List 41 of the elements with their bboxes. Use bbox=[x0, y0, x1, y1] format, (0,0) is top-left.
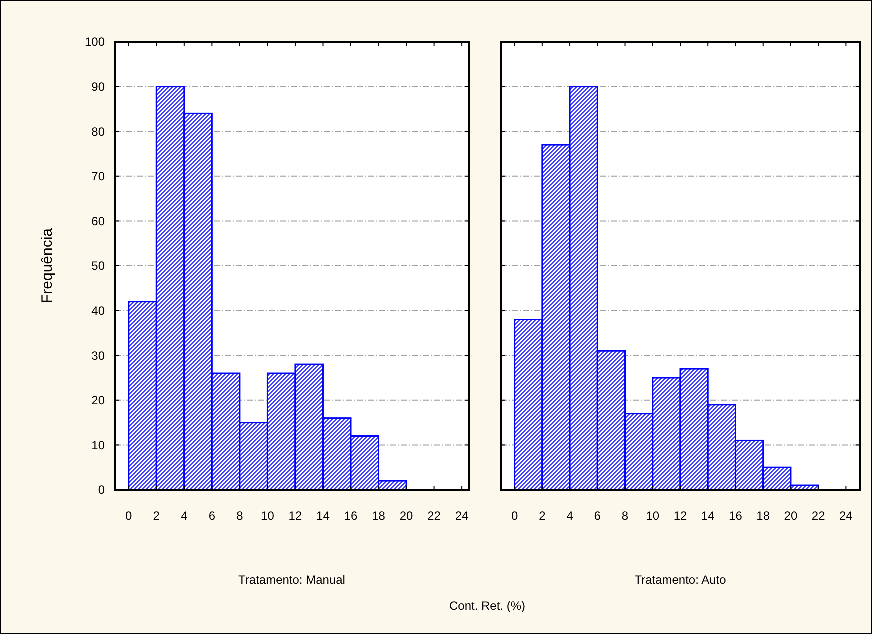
x-tick-label: 18 bbox=[756, 509, 770, 523]
x-tick-label: 14 bbox=[701, 509, 716, 523]
y-tick-label: 0 bbox=[98, 483, 106, 498]
y-tick-label: 90 bbox=[92, 80, 106, 94]
x-tick-label: 4 bbox=[566, 509, 574, 523]
x-axis-title: Tratamento: Auto bbox=[634, 573, 727, 587]
x-tick-label: 0 bbox=[126, 509, 133, 523]
y-tick-label: 50 bbox=[92, 259, 106, 274]
y-tick-label: 100 bbox=[84, 35, 106, 50]
x-tick-label: 2 bbox=[539, 509, 546, 523]
x-tick-label: 2 bbox=[153, 509, 160, 523]
x-tick-label: 22 bbox=[428, 509, 442, 523]
x-tick-label: 10 bbox=[646, 509, 660, 523]
x-tick-label: 12 bbox=[288, 509, 302, 523]
x-tick-label: 18 bbox=[372, 509, 386, 523]
x-tick-label: 14 bbox=[316, 509, 330, 523]
x-tick-label: 8 bbox=[236, 509, 244, 523]
x-tick-label: 20 bbox=[784, 509, 798, 523]
y-tick-label: 30 bbox=[92, 348, 106, 363]
x-tick-label: 0 bbox=[511, 509, 518, 523]
x-tick-label: 22 bbox=[812, 509, 826, 523]
y-tick-label: 70 bbox=[92, 170, 106, 184]
x-tick-label: 4 bbox=[181, 509, 188, 523]
x-axis-title: Tratamento: Manual bbox=[238, 573, 346, 587]
x-tick-label: 6 bbox=[208, 509, 216, 523]
y-tick-label: 20 bbox=[92, 394, 106, 408]
x-tick-label: 24 bbox=[455, 509, 470, 523]
y-tick-label: 80 bbox=[92, 124, 106, 139]
x-tick-label: 6 bbox=[594, 509, 602, 523]
x-tick-label: 10 bbox=[261, 509, 275, 523]
x-tick-label: 16 bbox=[729, 509, 743, 523]
x-tick-label: 20 bbox=[400, 509, 414, 523]
y-tick-label: 40 bbox=[92, 304, 106, 318]
y-tick-label: 10 bbox=[92, 438, 106, 452]
text: Cont. Ret. (%) bbox=[449, 599, 526, 613]
x-tick-label: 24 bbox=[840, 509, 854, 523]
y-axis-title: Frequência bbox=[39, 228, 56, 304]
y-tick-label: 60 bbox=[92, 214, 106, 228]
x-tick-label: 16 bbox=[344, 509, 358, 523]
x-tick-label: 12 bbox=[674, 509, 688, 523]
x-tick-label: 8 bbox=[622, 509, 629, 523]
